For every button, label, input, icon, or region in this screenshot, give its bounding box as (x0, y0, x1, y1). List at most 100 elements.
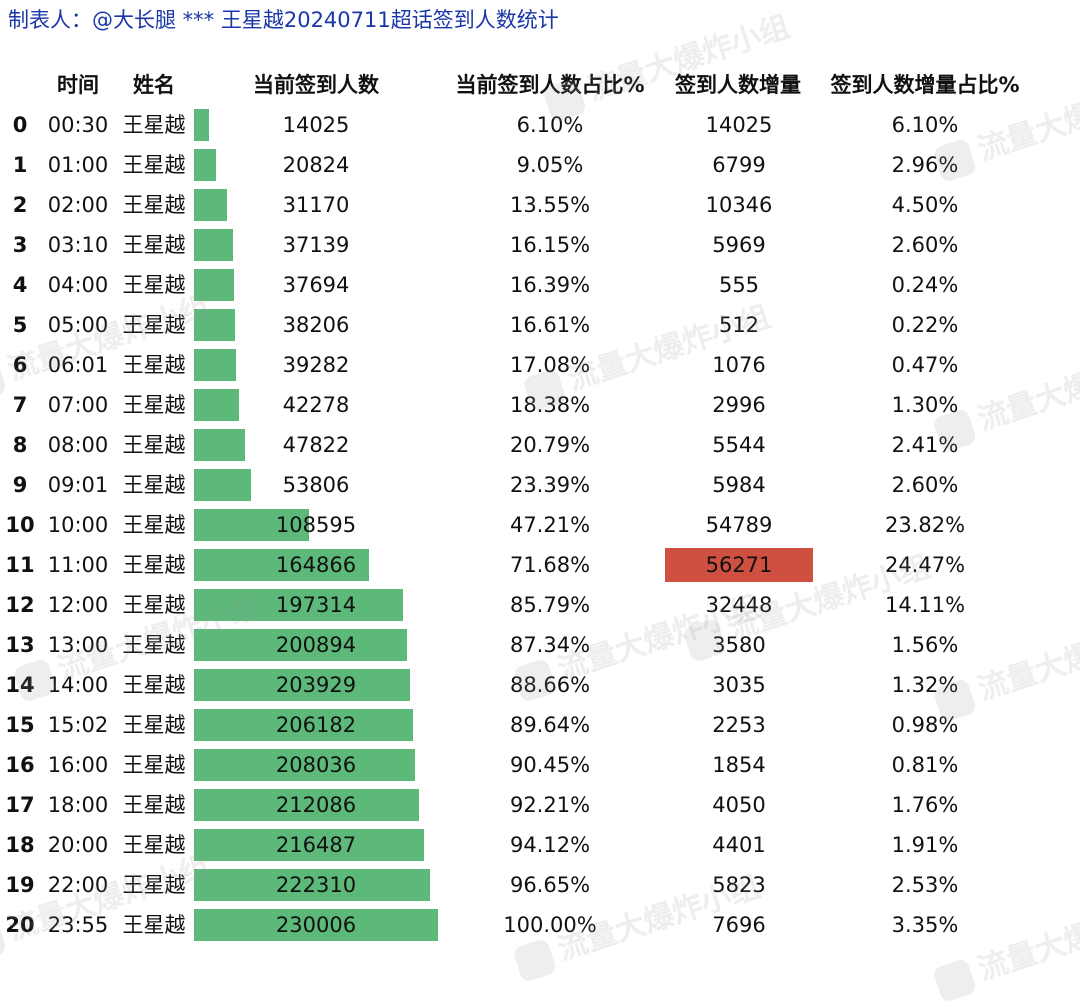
row-index: 7 (12, 393, 28, 417)
row-index: 14 (5, 673, 35, 697)
count-bar (194, 149, 216, 181)
row-count: 37139 (282, 233, 350, 257)
row-increment-pct: 2.96% (891, 153, 959, 177)
count-bar (194, 469, 251, 501)
count-bar (194, 629, 407, 661)
row-count: 164866 (275, 553, 357, 577)
row-count-pct: 16.15% (509, 233, 591, 257)
row-increment: 2253 (712, 713, 766, 737)
row-increment-pct: 2.60% (891, 233, 959, 257)
row-increment: 14025 (705, 113, 773, 137)
row-time: 04:00 (47, 273, 109, 297)
row-index: 16 (5, 753, 35, 777)
count-bar (194, 869, 430, 901)
row-count: 200894 (275, 633, 357, 657)
row-time: 05:00 (47, 313, 109, 337)
row-time: 08:00 (47, 433, 109, 457)
count-bar (194, 789, 419, 821)
row-increment-pct: 24.47% (884, 553, 966, 577)
row-count-pct: 17.08% (509, 353, 591, 377)
row-index: 5 (12, 313, 28, 337)
row-increment-pct: 14.11% (884, 593, 966, 617)
row-index: 20 (5, 913, 35, 937)
row-index: 8 (12, 433, 28, 457)
row-increment-pct: 1.32% (891, 673, 959, 697)
row-index: 12 (5, 593, 35, 617)
row-count: 212086 (275, 793, 357, 817)
row-time: 03:10 (47, 233, 109, 257)
count-bar (194, 589, 403, 621)
row-index: 19 (5, 873, 35, 897)
chart-title: 制表人：@大长腿 *** 王星越20240711超话签到人数统计 (8, 8, 559, 32)
header-increment-pct: 签到人数增量占比% (830, 73, 1020, 97)
row-count-pct: 6.10% (516, 113, 584, 137)
row-index: 13 (5, 633, 35, 657)
row-increment-pct: 0.22% (891, 313, 959, 337)
row-count: 42278 (282, 393, 350, 417)
row-time: 13:00 (47, 633, 109, 657)
row-increment-pct: 0.98% (891, 713, 959, 737)
row-count-pct: 18.38% (509, 393, 591, 417)
row-increment: 5544 (712, 433, 766, 457)
row-count-pct: 89.64% (509, 713, 591, 737)
row-count: 39282 (282, 353, 350, 377)
row-name: 王星越 (122, 913, 186, 937)
row-count-pct: 92.21% (509, 793, 591, 817)
header-count-pct: 当前签到人数占比% (455, 73, 645, 97)
row-increment-pct: 2.41% (891, 433, 959, 457)
row-name: 王星越 (122, 393, 186, 417)
row-name: 王星越 (122, 313, 186, 337)
row-count-pct: 16.61% (509, 313, 591, 337)
row-time: 10:00 (47, 513, 109, 537)
row-increment: 54789 (705, 513, 773, 537)
count-bar (194, 109, 209, 141)
count-bar (194, 309, 235, 341)
count-bar (194, 829, 424, 861)
count-bar (194, 749, 415, 781)
row-increment: 7696 (712, 913, 766, 937)
row-index: 4 (12, 273, 28, 297)
row-count: 230006 (275, 913, 357, 937)
count-bar (194, 189, 227, 221)
row-name: 王星越 (122, 713, 186, 737)
count-bar (194, 509, 309, 541)
row-count: 222310 (275, 873, 357, 897)
row-count: 31170 (282, 193, 350, 217)
row-index: 2 (12, 193, 28, 217)
row-index: 18 (5, 833, 35, 857)
row-time: 01:00 (47, 153, 109, 177)
row-time: 06:01 (47, 353, 109, 377)
row-increment-pct: 1.30% (891, 393, 959, 417)
watermark-logo-icon (931, 957, 978, 1003)
row-count: 53806 (282, 473, 350, 497)
row-name: 王星越 (122, 833, 186, 857)
row-name: 王星越 (122, 753, 186, 777)
header-name: 姓名 (133, 73, 175, 97)
count-bar (194, 709, 413, 741)
count-bar (194, 229, 233, 261)
row-time: 00:30 (47, 113, 109, 137)
row-increment-pct: 1.91% (891, 833, 959, 857)
row-index: 9 (12, 473, 28, 497)
count-bar (194, 429, 245, 461)
row-count-pct: 96.65% (509, 873, 591, 897)
row-count: 20824 (282, 153, 350, 177)
count-bar (194, 349, 236, 381)
row-name: 王星越 (122, 513, 186, 537)
row-increment: 5823 (712, 873, 766, 897)
row-count-pct: 20.79% (509, 433, 591, 457)
row-time: 07:00 (47, 393, 109, 417)
row-time: 16:00 (47, 753, 109, 777)
row-count-pct: 94.12% (509, 833, 591, 857)
row-index: 10 (5, 513, 35, 537)
row-index: 1 (12, 153, 28, 177)
row-name: 王星越 (122, 473, 186, 497)
row-increment-pct: 4.50% (891, 193, 959, 217)
row-time: 14:00 (47, 673, 109, 697)
row-increment: 512 (718, 313, 760, 337)
row-time: 15:02 (47, 713, 109, 737)
row-count-pct: 85.79% (509, 593, 591, 617)
row-count: 47822 (282, 433, 350, 457)
row-count-pct: 87.34% (509, 633, 591, 657)
count-bar (194, 269, 234, 301)
